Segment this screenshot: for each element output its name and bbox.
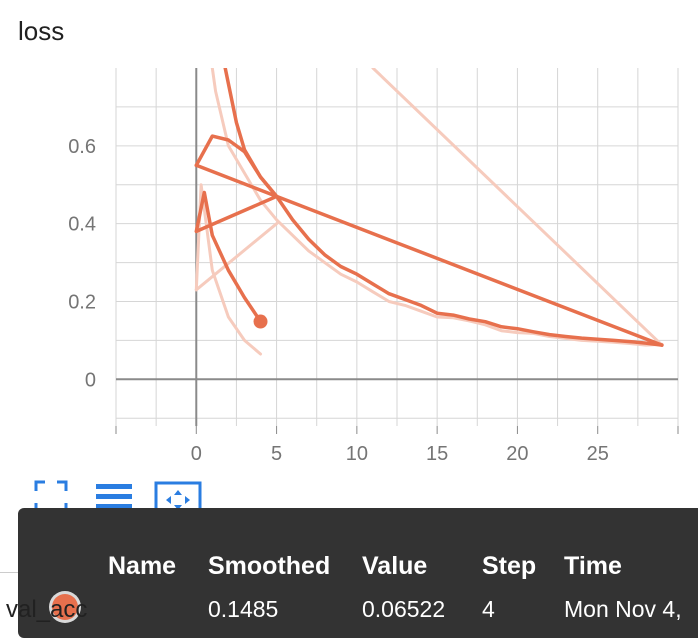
header-step: Step [482,552,537,580]
loss-plot: 0 5 10 15 20 25 0 0.2 0.4 0.6 [68,68,679,465]
x-tick-label: 5 [271,443,282,465]
tooltip-panel: Name Smoothed Value Step Time 0.1485 0.0… [18,508,698,638]
raw-series-line [194,222,279,292]
run-name: val_acc [6,596,88,623]
smoothed-series-line [223,68,664,347]
row-value: 0.06522 [362,596,446,622]
header-value: Value [362,552,428,580]
divider [0,572,18,573]
header-name: Name [108,552,177,580]
x-tick-label: 20 [506,443,528,465]
row-step: 4 [482,596,495,622]
y-tick-label: 0.2 [68,291,96,313]
raw-series-line [210,68,664,347]
chart-title: loss [18,16,65,46]
tick-labels: 0 5 10 15 20 25 0 0.2 0.4 0.6 [68,136,609,465]
x-tick-label: 15 [426,443,448,465]
highlight-point [253,314,268,329]
header-time: Time [564,552,622,580]
y-tick-label: 0.4 [68,214,96,236]
smoothed-series-line [194,163,279,199]
raw-series-line [194,183,262,356]
x-tick-label: 10 [346,443,368,465]
series-group [194,68,664,356]
y-tick-label: 0 [85,369,96,391]
raw-series-line [371,68,664,347]
header-smoothed: Smoothed [208,552,331,580]
smoothed-series-line [194,190,279,324]
y-tick-label: 0.6 [68,136,96,158]
row-smoothed: 0.1485 [208,596,279,622]
run-color-dot [52,594,78,620]
row-time: Mon Nov 4, [564,596,682,622]
x-tick-label: 25 [587,443,609,465]
fullscreen-icon[interactable] [34,480,68,514]
x-tick-label: 0 [191,443,202,465]
grid [115,68,679,426]
axes [115,68,679,434]
